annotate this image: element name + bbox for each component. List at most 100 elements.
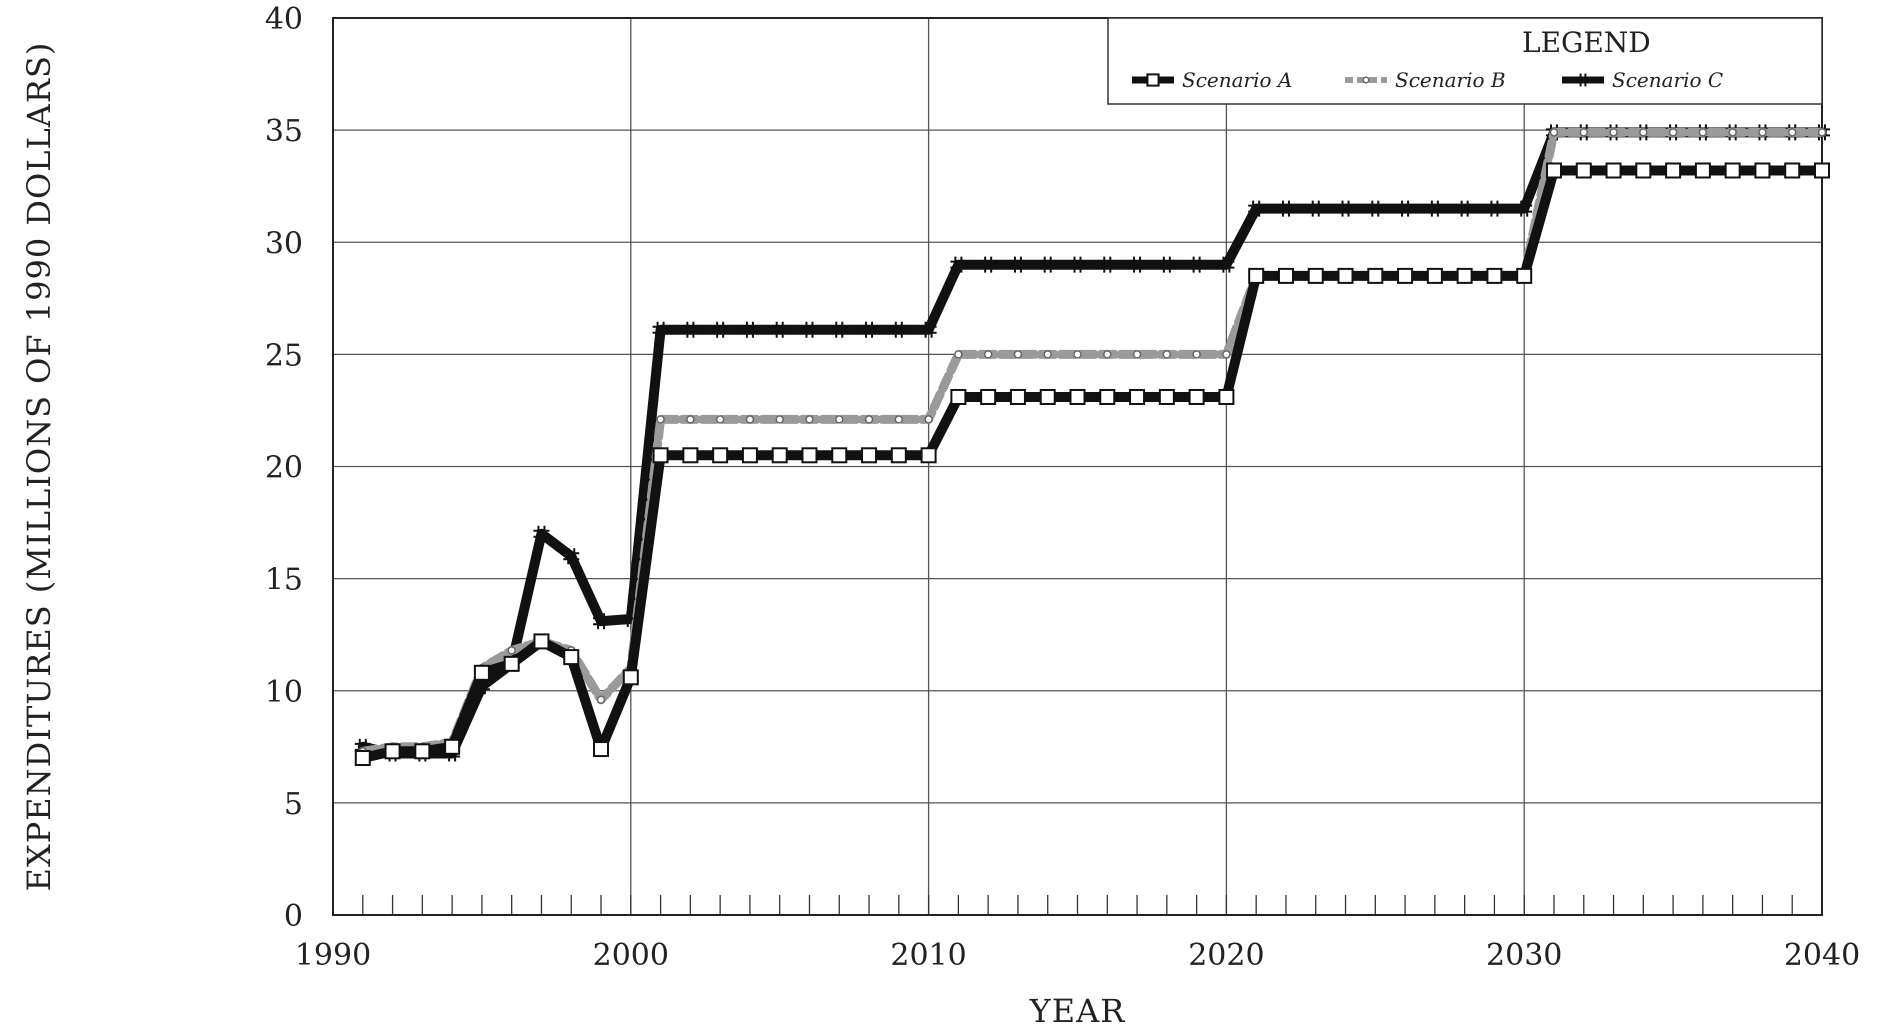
- data-point: [533, 525, 550, 542]
- data-point: [1635, 162, 1652, 179]
- data-point: [1158, 256, 1175, 273]
- data-point: [652, 321, 669, 338]
- data-point: [1132, 350, 1142, 359]
- data-point: [686, 415, 695, 424]
- data-point: [1158, 388, 1175, 405]
- data-point: [1222, 350, 1231, 359]
- data-point: [950, 256, 967, 273]
- data-point: [1162, 350, 1172, 359]
- data-point: [1129, 256, 1146, 273]
- data-point: [1367, 200, 1384, 217]
- x-axis-title: YEAR: [1029, 992, 1126, 1030]
- data-point: [1192, 350, 1201, 359]
- data-point: [1787, 128, 1797, 137]
- data-point: [920, 321, 937, 338]
- y-tick-label: 35: [265, 114, 303, 149]
- data-point: [831, 447, 848, 464]
- data-point: [1605, 162, 1622, 179]
- data-point: [715, 415, 725, 424]
- data-point: [980, 388, 997, 405]
- data-point: [1337, 267, 1354, 284]
- legend-entry-scenario-c: Scenario C: [1562, 68, 1723, 92]
- data-point: [593, 741, 610, 758]
- legend-label: Scenario C: [1612, 68, 1723, 92]
- grid: [332, 17, 1823, 916]
- data-point: [1013, 350, 1023, 359]
- data-point: [1099, 388, 1116, 405]
- y-tick-labels: 0 5 10 15 20 25 30 35 40: [265, 2, 303, 934]
- data-point: [1668, 128, 1678, 137]
- data-point: [1277, 200, 1294, 217]
- series-layer: [354, 124, 1830, 767]
- x-tick-labels: 1990 2000 2010 2020 2030 2040: [295, 938, 1860, 973]
- y-tick-label: 10: [265, 675, 303, 710]
- data-point: [1665, 162, 1682, 179]
- y-tick-label: 25: [265, 338, 303, 373]
- data-point: [533, 633, 550, 650]
- data-point: [1188, 256, 1205, 273]
- data-point: [1579, 128, 1589, 137]
- data-point: [983, 350, 993, 359]
- data-point: [1754, 162, 1771, 179]
- data-point: [622, 669, 639, 686]
- data-point: [1486, 200, 1503, 217]
- legend-entry-scenario-a: Scenario A: [1132, 68, 1292, 92]
- series-line: [358, 127, 1827, 756]
- data-point: [1337, 200, 1354, 217]
- data-point: [712, 447, 729, 464]
- data-point: [1814, 162, 1830, 179]
- data-point: [1039, 256, 1056, 273]
- data-point: [682, 447, 699, 464]
- data-point: [1039, 388, 1056, 405]
- data-point: [1549, 128, 1559, 137]
- data-point: [831, 321, 848, 338]
- data-point: [1009, 256, 1026, 273]
- y-tick-label: 15: [265, 563, 303, 598]
- data-point: [1073, 350, 1082, 359]
- legend-title: LEGEND: [1522, 26, 1651, 59]
- data-point: [1426, 267, 1443, 284]
- data-point: [1728, 128, 1737, 137]
- y-tick-label: 0: [284, 899, 303, 934]
- data-point: [652, 447, 669, 464]
- data-point: [864, 415, 874, 424]
- data-point: [1784, 162, 1801, 179]
- y-tick-label: 20: [265, 451, 303, 486]
- data-point: [1426, 200, 1443, 217]
- data-point: [980, 256, 997, 273]
- data-point: [1307, 200, 1324, 217]
- data-point: [771, 321, 788, 338]
- data-point: [1609, 128, 1618, 137]
- data-point: [890, 321, 907, 338]
- data-point: [1307, 267, 1324, 284]
- legend-label: Scenario B: [1395, 68, 1506, 92]
- data-point: [954, 350, 963, 359]
- data-point: [1367, 267, 1384, 284]
- x-tick-label: 1990: [295, 938, 371, 973]
- data-point: [771, 447, 788, 464]
- data-point: [920, 447, 937, 464]
- data-point: [1456, 200, 1473, 217]
- data-point: [503, 655, 520, 672]
- data-point: [1698, 128, 1708, 137]
- y-axis-title: EXPENDITURES (MILLIONS OF 1990 DOLLARS): [20, 42, 58, 892]
- data-point: [1069, 388, 1086, 405]
- x-tick-label: 2020: [1188, 938, 1264, 973]
- data-point: [861, 321, 878, 338]
- data-point: [1576, 73, 1590, 87]
- x-tick-label: 2030: [1486, 938, 1562, 973]
- data-point: [1009, 388, 1026, 405]
- data-point: [1694, 162, 1711, 179]
- data-point: [354, 750, 371, 767]
- legend-box: [1107, 17, 1823, 105]
- data-point: [1639, 128, 1648, 137]
- data-point: [1397, 200, 1414, 217]
- data-point: [1362, 76, 1370, 84]
- data-point: [1103, 350, 1112, 359]
- data-point: [563, 649, 580, 666]
- data-point: [444, 738, 461, 755]
- data-point: [414, 743, 431, 760]
- data-point: [1248, 267, 1265, 284]
- x-tick-label: 2040: [1784, 938, 1860, 973]
